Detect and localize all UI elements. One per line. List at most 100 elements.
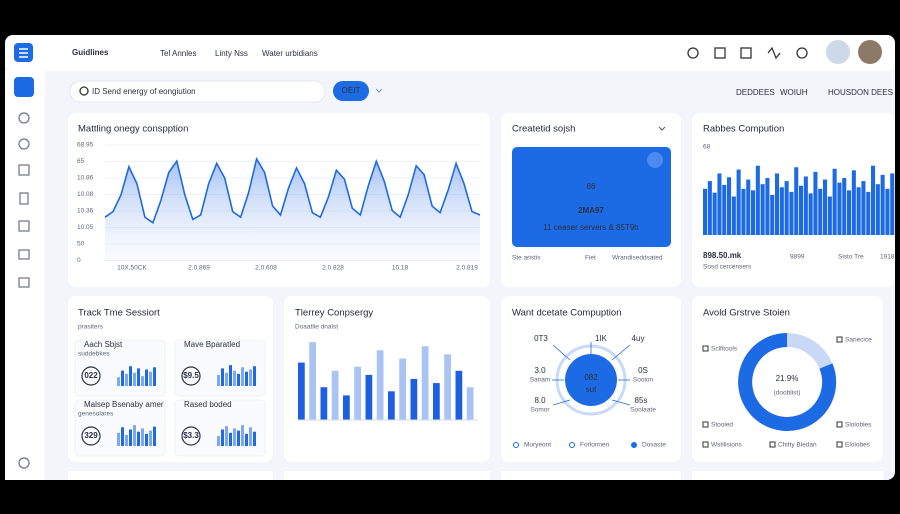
bar (823, 179, 828, 235)
chevron[interactable] (658, 126, 666, 131)
card-title: Tlerrey Conpsergy (295, 308, 373, 319)
radial-sublabel: Soolaate (630, 407, 656, 414)
sidebar-icons[interactable] (18, 112, 30, 469)
bar (837, 182, 842, 235)
card (284, 471, 490, 480)
header-icons[interactable] (687, 46, 808, 60)
bar (827, 196, 832, 235)
card-subtitle: Doaatlie dnalst (295, 324, 338, 331)
x-label: 2.0.828 (322, 265, 344, 272)
legend-label: Sclfitools (711, 346, 738, 353)
bar (866, 191, 871, 235)
bar (399, 358, 406, 420)
center-sub: (dooblist) (774, 390, 801, 397)
bar (717, 173, 722, 235)
mini-bar (117, 432, 120, 446)
card-title: Avold Grstrve Stoien (703, 308, 790, 319)
bar (765, 178, 770, 235)
x-label: 10.18 (392, 265, 409, 272)
legend-box (702, 345, 709, 352)
stat: 9899 (790, 254, 805, 261)
y-label: 68.95 (77, 142, 94, 149)
bar (861, 181, 866, 235)
radial-label: 0T3 (534, 334, 548, 343)
avatar[interactable] (826, 40, 850, 64)
filter: HOUSDON DEES (828, 88, 893, 97)
radial-sublabel: Sooion (633, 377, 654, 384)
legend-label: Sanecice (845, 337, 872, 344)
x-label: 2.0.819 (456, 265, 478, 272)
bar (466, 387, 474, 420)
nav-link[interactable]: Linty Nss (215, 49, 248, 58)
mini-bar (125, 435, 128, 446)
mini-bar (253, 431, 256, 446)
area (105, 159, 480, 262)
bar (741, 188, 746, 235)
mini-bar (221, 368, 224, 386)
mini-bar (217, 375, 220, 386)
mini-bar (141, 376, 144, 386)
bar (851, 170, 856, 235)
legend-label: Dosaste (642, 442, 666, 449)
mini-title: Malsep Bsenaby amer (84, 400, 164, 409)
mini-bar (249, 369, 252, 386)
card (692, 471, 883, 480)
mini-bar (133, 372, 136, 386)
big-number: 86 (587, 182, 596, 191)
mini-bar (253, 366, 256, 386)
mini-bar (153, 426, 156, 446)
y-label: 10.36 (77, 208, 94, 215)
legend-dot (569, 442, 575, 448)
bar (707, 181, 712, 235)
bar (847, 190, 852, 235)
bar (871, 165, 876, 235)
menu-icon (19, 48, 28, 58)
mini-sub: suddebkes (78, 351, 110, 358)
nav-link[interactable]: Tel Annles (160, 49, 196, 58)
nav-active[interactable] (14, 77, 34, 97)
bar (755, 165, 760, 235)
mini-value: 329 (84, 431, 98, 440)
mini-bar (217, 436, 220, 446)
bar (813, 171, 818, 235)
bar (794, 167, 799, 235)
bar (731, 196, 736, 235)
bar (856, 187, 861, 235)
search-button[interactable] (333, 81, 369, 101)
gauge (181, 426, 201, 446)
legend-label: Muryeont (524, 442, 551, 449)
mini-bar (237, 373, 240, 386)
bar (354, 366, 361, 420)
panel-icon[interactable] (647, 152, 663, 168)
mini-bar (237, 430, 240, 446)
mini-bar (145, 433, 148, 446)
mini-bar (225, 426, 228, 446)
mini-bar (233, 428, 236, 446)
mini-bar (241, 425, 244, 446)
mini-bar (125, 373, 128, 386)
avatar[interactable] (858, 40, 882, 64)
bar (712, 192, 717, 235)
note: 11 ceaser servers & 85T9h (543, 223, 638, 232)
nav-link[interactable]: Water urbidians (262, 49, 318, 58)
bar (832, 168, 837, 235)
x-label: 2.0.608 (255, 265, 277, 272)
legend-box (836, 421, 843, 428)
total: 898.50.mk (703, 251, 742, 260)
card-title: Want dcetate Compuption (512, 308, 622, 319)
mini-bar (149, 371, 152, 386)
search-input[interactable] (69, 80, 326, 103)
radial-label: 8.0 (534, 396, 546, 405)
bar (727, 177, 732, 235)
bar (760, 184, 765, 235)
legend-label: Stooled (711, 422, 733, 429)
chevron[interactable] (375, 88, 383, 93)
legend-label: Slolobles (845, 422, 872, 429)
bar (722, 184, 727, 235)
bar (746, 179, 751, 235)
footer-label: Fiet (585, 255, 596, 262)
sidebar (5, 71, 45, 480)
radial-spokes (552, 342, 631, 406)
legend-box (836, 441, 843, 448)
radial-label: 3.0 (534, 366, 546, 375)
